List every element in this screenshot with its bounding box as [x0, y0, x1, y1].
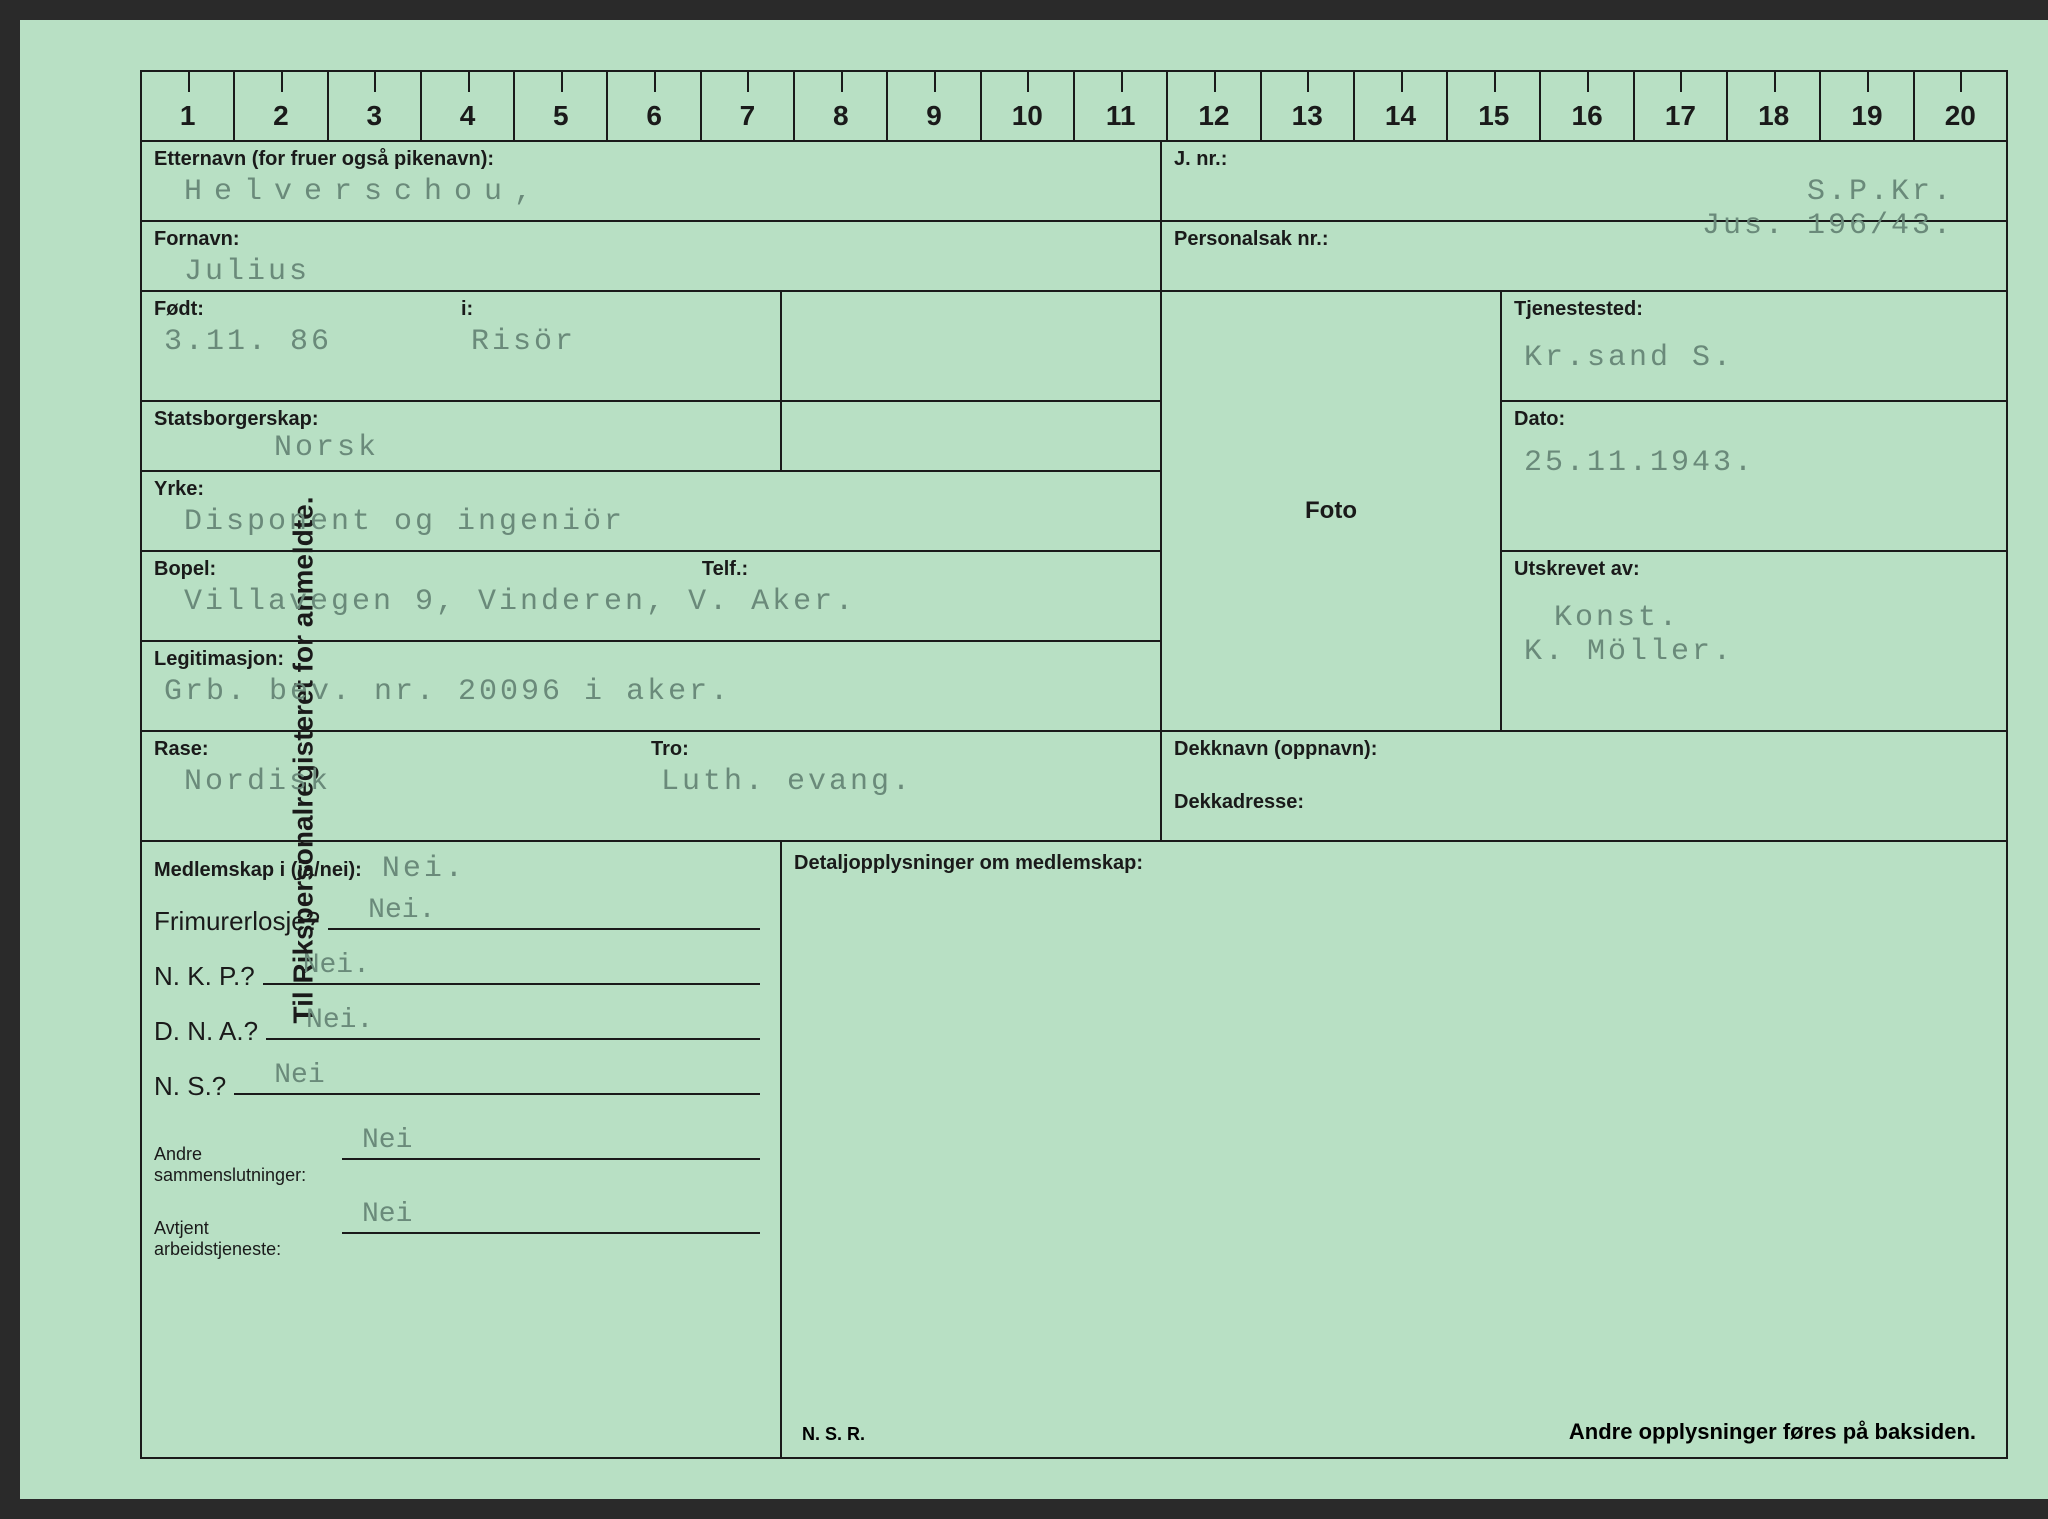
- field-blank: [782, 292, 1162, 402]
- field-statsborger: Statsborgerskap: Norsk: [142, 402, 782, 472]
- value-etternavn: Helverschou,: [184, 175, 1148, 209]
- ruler-cell: 5: [515, 72, 608, 140]
- value-nkp: Nei.: [303, 950, 370, 981]
- label-etternavn: Etternavn (for fruer også pikenavn):: [154, 148, 1148, 171]
- ruler-cell: 16: [1541, 72, 1634, 140]
- registration-card: Til Rikspersonalregisteret for anmeldte.…: [20, 20, 2048, 1499]
- value-tro: Luth. evang.: [661, 765, 1148, 799]
- value-utskrevet-2: K. Möller.: [1524, 635, 1994, 669]
- value-fodt: 3.11. 86: [164, 325, 461, 359]
- ruler-cell: 2: [235, 72, 328, 140]
- value-dato: 25.11.1943.: [1524, 446, 1994, 480]
- label-legitimasjon: Legitimasjon:: [154, 648, 1148, 671]
- ruler-cell: 4: [422, 72, 515, 140]
- field-personalsak: Personalsak nr.:: [1162, 222, 2006, 292]
- value-frimurer: Nei.: [368, 895, 435, 926]
- value-ns: Nei: [274, 1060, 324, 1091]
- value-fornavn: Julius: [184, 255, 1148, 289]
- label-utskrevet: Utskrevet av:: [1514, 558, 1994, 581]
- label-ns: N. S.?: [154, 1071, 226, 1102]
- ruler-cell: 1: [142, 72, 235, 140]
- value-avtjent: Nei: [362, 1199, 412, 1230]
- field-etternavn: Etternavn (for fruer også pikenavn): Hel…: [142, 142, 1162, 222]
- ruler-cell: 20: [1915, 72, 2006, 140]
- ruler-cell: 19: [1821, 72, 1914, 140]
- value-andre: Nei: [362, 1125, 412, 1156]
- value-dna: Nei.: [306, 1005, 373, 1036]
- label-foto: Foto: [1305, 497, 1357, 525]
- field-utskrevet: Utskrevet av: Konst. K. Möller.: [1502, 552, 2006, 732]
- value-yrke: Disponent og ingeniör: [184, 505, 1148, 539]
- ruler-cell: 13: [1262, 72, 1355, 140]
- label-telf: Telf.:: [702, 558, 748, 581]
- label-statsborger: Statsborgerskap:: [154, 408, 768, 431]
- label-fodt: Født:: [154, 298, 461, 321]
- label-tjenestested: Tjenestested:: [1514, 298, 1994, 321]
- ruler-cell: 8: [795, 72, 888, 140]
- ruler-cell: 10: [982, 72, 1075, 140]
- label-medlemskap: Medlemskap i (ja/nei):: [154, 859, 362, 882]
- label-jnr: J. nr.:: [1174, 148, 1994, 171]
- label-dekknavn: Dekknavn (oppnavn):: [1174, 738, 1994, 761]
- field-foto: Foto: [1162, 292, 1502, 732]
- form-grid: Etternavn (for fruer også pikenavn): Hel…: [142, 142, 2006, 1457]
- ruler-cell: 3: [329, 72, 422, 140]
- ruler-cell: 7: [702, 72, 795, 140]
- ruler-cell: 15: [1448, 72, 1541, 140]
- ruler-cell: 17: [1635, 72, 1728, 140]
- ruler-cell: 9: [888, 72, 981, 140]
- ruler-cell: 11: [1075, 72, 1168, 140]
- ruler-cell: 12: [1168, 72, 1261, 140]
- value-utskrevet-1: Konst.: [1554, 601, 1994, 635]
- field-rase: Rase: Nordisk Tro: Luth. evang.: [142, 732, 1162, 842]
- label-dato: Dato:: [1514, 408, 1994, 431]
- label-andre: Andre sammenslutninger:: [154, 1144, 334, 1186]
- label-fornavn: Fornavn:: [154, 228, 1148, 251]
- label-detaljopp: Detaljopplysninger om medlemskap:: [794, 852, 1994, 875]
- label-tro: Tro:: [651, 738, 1148, 761]
- footer-note: Andre opplysninger føres på baksiden.: [1569, 1419, 1976, 1445]
- detail-section: Detaljopplysninger om medlemskap: N. S. …: [782, 842, 2006, 1457]
- label-nkp: N. K. P.?: [154, 961, 255, 992]
- label-fodt-i: i:: [461, 298, 768, 321]
- card-content: 1 2 3 4 5 6 7 8 9 10 11 12 13 14 15 16 1…: [140, 70, 2008, 1459]
- label-rase: Rase:: [154, 738, 651, 761]
- field-legitimasjon: Legitimasjon: Grb. bev. nr. 20096 i aker…: [142, 642, 1162, 732]
- ruler-cell: 18: [1728, 72, 1821, 140]
- label-frimurer: Frimurerlosje?: [154, 906, 320, 937]
- field-bopel: Bopel: Telf.: Villavegen 9, Vinderen, V.…: [142, 552, 1162, 642]
- field-fornavn: Fornavn: Julius: [142, 222, 1162, 292]
- value-legitimasjon: Grb. bev. nr. 20096 i aker.: [164, 675, 1148, 709]
- label-nsr: N. S. R.: [802, 1424, 865, 1445]
- field-fodt: Født: 3.11. 86 i: Risör: [142, 292, 782, 402]
- field-dato: Dato: 25.11.1943.: [1502, 402, 2006, 552]
- label-bopel: Bopel:: [154, 558, 1148, 581]
- value-rase: Nordisk: [184, 765, 651, 799]
- value-statsborger: Norsk: [274, 431, 768, 465]
- value-bopel: Villavegen 9, Vinderen, V. Aker.: [184, 585, 1148, 619]
- membership-section: Medlemskap i (ja/nei): Nei. Frimurerlosj…: [142, 842, 782, 1457]
- field-blank: [782, 402, 1162, 472]
- value-tjenestested: Kr.sand S.: [1524, 341, 1994, 375]
- field-dekknavn: Dekknavn (oppnavn): Dekkadresse:: [1162, 732, 2006, 842]
- label-dekkadresse: Dekkadresse:: [1174, 791, 1994, 814]
- label-avtjent: Avtjent arbeidstjeneste:: [154, 1218, 334, 1260]
- field-jnr: J. nr.: S.P.Kr. Jus. 196/43.: [1162, 142, 2006, 222]
- value-medlemskap: Nei.: [382, 852, 466, 886]
- ruler-cell: 6: [608, 72, 701, 140]
- label-yrke: Yrke:: [154, 478, 1148, 501]
- value-fodt-i: Risör: [471, 325, 768, 359]
- value-jnr-1: S.P.Kr.: [1204, 175, 1954, 209]
- ruler-cell: 14: [1355, 72, 1448, 140]
- label-personalsak: Personalsak nr.:: [1174, 228, 1994, 251]
- field-yrke: Yrke: Disponent og ingeniör: [142, 472, 1162, 552]
- label-dna: D. N. A.?: [154, 1016, 258, 1047]
- ruler-row: 1 2 3 4 5 6 7 8 9 10 11 12 13 14 15 16 1…: [142, 72, 2006, 142]
- field-tjenestested: Tjenestested: Kr.sand S.: [1502, 292, 2006, 402]
